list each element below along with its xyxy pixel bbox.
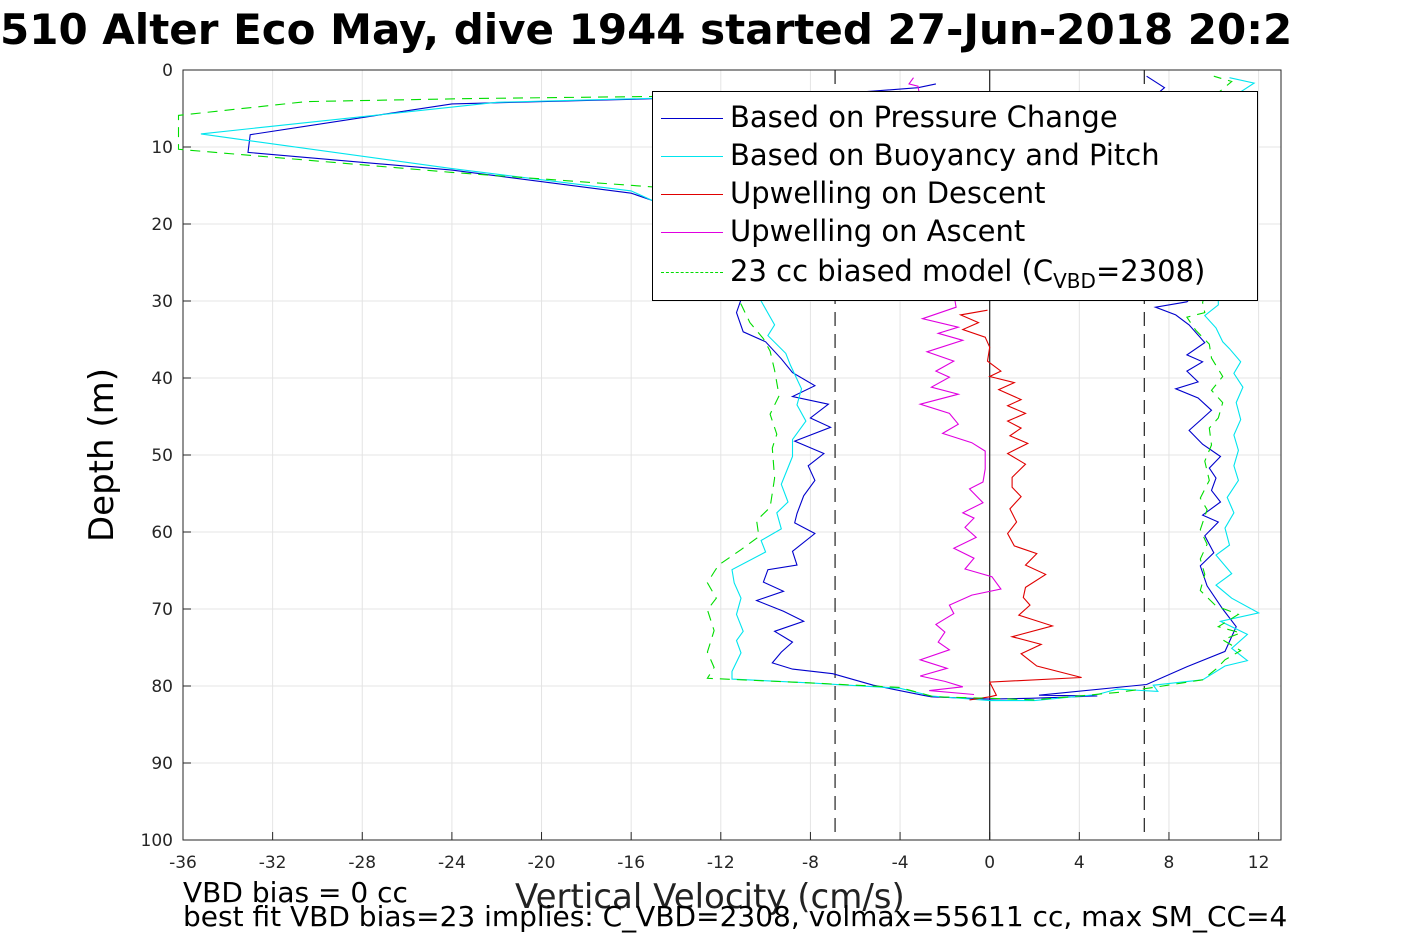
y-tick-label: 50 — [151, 446, 173, 466]
legend-label-sub: VBD — [1053, 268, 1096, 293]
legend-swatch — [661, 118, 723, 119]
y-tick-label: 30 — [151, 292, 173, 312]
x-axis-label: Vertical Velocity (cm/s) — [515, 877, 905, 917]
x-tick-label: -20 — [528, 853, 556, 873]
legend-label: Upwelling on Ascent — [730, 214, 1026, 248]
x-tick-label: 0 — [984, 853, 995, 873]
y-tick-label: 80 — [151, 677, 173, 697]
y-tick-label: 70 — [151, 600, 173, 620]
x-tick-label: -8 — [802, 853, 819, 873]
y-tick-label: 10 — [151, 138, 173, 158]
series-line-3 — [958, 309, 1082, 701]
axis-ticks: -36 -32 -28 -24 -20 -16 -12 -8 -4 0 4 8 12 0 10 20 30 40 5… — [141, 61, 1270, 873]
y-axis-label: Depth (m) — [82, 367, 122, 543]
x-tick-label: -16 — [617, 853, 645, 873]
legend-label-pre: 23 cc biased model (C — [730, 254, 1054, 288]
best-fit-note: best fit VBD bias=23 implies: C_VBD=2308… — [183, 900, 1288, 933]
legend-swatch — [661, 272, 723, 273]
y-tick-label: 40 — [151, 369, 173, 389]
data-series — [177, 75, 1261, 702]
x-tick-label: -28 — [348, 853, 376, 873]
legend-label: Upwelling on Descent — [730, 176, 1046, 210]
vbd-bias-note: VBD bias = 0 cc — [183, 876, 408, 909]
x-tick-label: 8 — [1164, 853, 1175, 873]
chart-title: 510 Alter Eco May, dive 1944 started 27-… — [0, 6, 1293, 54]
legend-label: Based on Buoyancy and Pitch — [730, 138, 1160, 172]
y-tick-label: 60 — [151, 523, 173, 543]
x-tick-label: -24 — [438, 853, 466, 873]
x-tick-label: -32 — [259, 853, 287, 873]
series-line-2 — [200, 77, 1261, 702]
legend-swatch — [661, 194, 723, 195]
legend-entry-buoyancy-pitch: Based on Buoyancy and Pitch — [653, 134, 1257, 172]
legend-entry-upwelling-ascent: Upwelling on Ascent — [653, 210, 1257, 248]
legend-swatch — [661, 156, 723, 157]
legend-entry-upwelling-descent: Upwelling on Descent — [653, 172, 1257, 210]
x-tick-label: 12 — [1248, 853, 1270, 873]
y-tick-label: 90 — [151, 754, 173, 774]
x-tick-label: 4 — [1074, 853, 1085, 873]
legend-entry-biased-model: 23 cc biased model (CVBD=2308) — [653, 250, 1257, 293]
y-tick-label: 100 — [141, 831, 173, 851]
x-tick-label: -4 — [892, 853, 909, 873]
y-tick-label: 20 — [151, 215, 173, 235]
legend-entry-pressure-change: Based on Pressure Change — [653, 96, 1257, 134]
legend-label: 23 cc biased model (CVBD=2308) — [730, 254, 1205, 293]
legend-label-post: =2308) — [1095, 254, 1206, 288]
chart-legend: Based on Pressure Change Based on Buoyan… — [652, 91, 1258, 301]
y-tick-label: 0 — [162, 61, 173, 81]
series-line-4 — [908, 77, 1002, 696]
legend-label: Based on Pressure Change — [730, 100, 1118, 134]
series-line-1 — [247, 75, 1237, 700]
x-tick-label: -12 — [707, 853, 735, 873]
legend-swatch — [661, 232, 723, 233]
x-tick-label: -36 — [169, 853, 197, 873]
series-line-5 — [177, 75, 1243, 701]
